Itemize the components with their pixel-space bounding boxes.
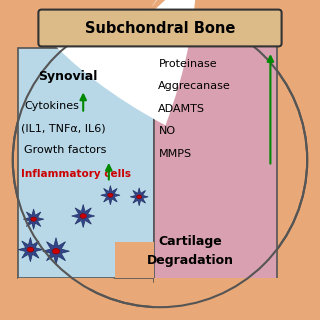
Ellipse shape: [80, 214, 86, 218]
Text: Cartilage: Cartilage: [158, 235, 222, 248]
Text: MMPS: MMPS: [158, 148, 192, 159]
Polygon shape: [18, 13, 278, 82]
Polygon shape: [43, 238, 69, 265]
Text: NO: NO: [158, 126, 176, 136]
Polygon shape: [18, 242, 278, 320]
Text: ADAMTS: ADAMTS: [158, 104, 205, 114]
Polygon shape: [118, 46, 155, 82]
Ellipse shape: [52, 249, 60, 254]
Text: Growth factors: Growth factors: [24, 145, 106, 156]
FancyBboxPatch shape: [38, 10, 282, 46]
Text: Subchondral Bone: Subchondral Bone: [85, 20, 235, 36]
Ellipse shape: [27, 247, 34, 252]
FancyBboxPatch shape: [154, 45, 277, 282]
Polygon shape: [72, 204, 95, 228]
FancyArrowPatch shape: [40, 0, 196, 125]
Text: Inflammatory cells: Inflammatory cells: [21, 169, 131, 180]
Text: Proteinase: Proteinase: [158, 59, 217, 69]
Ellipse shape: [13, 13, 307, 307]
Polygon shape: [101, 186, 120, 205]
Ellipse shape: [137, 195, 142, 199]
Polygon shape: [18, 237, 43, 262]
Text: (IL1, TNFα, IL6): (IL1, TNFα, IL6): [21, 123, 105, 133]
FancyBboxPatch shape: [18, 48, 154, 278]
Polygon shape: [23, 209, 44, 229]
Text: Aggrecanase: Aggrecanase: [158, 81, 231, 92]
Polygon shape: [130, 188, 148, 206]
Text: Synovial: Synovial: [38, 70, 98, 83]
Ellipse shape: [31, 217, 36, 221]
Ellipse shape: [108, 193, 113, 197]
Text: Degradation: Degradation: [147, 254, 234, 267]
Text: Cytokines: Cytokines: [24, 100, 79, 111]
